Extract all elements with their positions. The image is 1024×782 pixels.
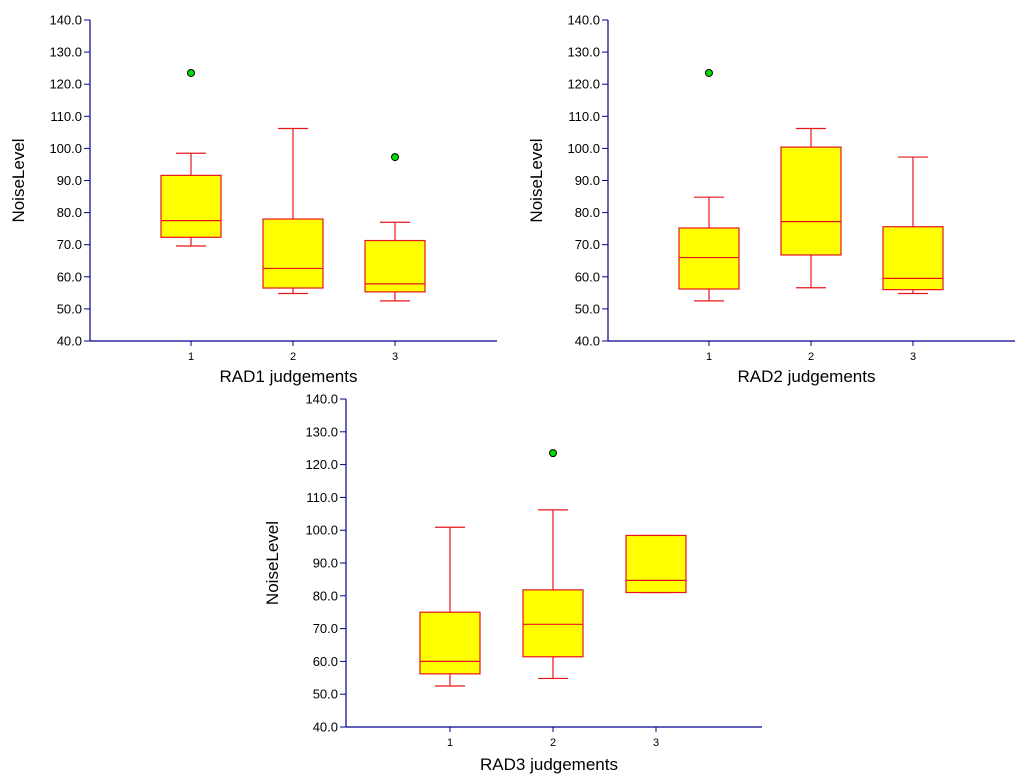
x-axis-title: RAD3 judgements — [480, 755, 618, 774]
y-tick-label: 40.0 — [313, 720, 338, 735]
box-iqr — [160, 174, 222, 238]
chart-panel-3: 40.0 50.0 60.0 70.0 80.0 90.0 100.0 110.0 120.0 1… — [263, 392, 762, 774]
y-tick-label: 70.0 — [57, 237, 82, 252]
x-tick-label: 3 — [392, 351, 398, 363]
y-tick-label: 70.0 — [575, 237, 600, 252]
y-tick-label: 140.0 — [49, 13, 82, 28]
y-tick-label: 100.0 — [49, 141, 82, 156]
y-tick-label: 60.0 — [57, 269, 82, 284]
x-axis-title: RAD1 judgements — [220, 367, 358, 386]
y-tick-label: 70.0 — [313, 621, 338, 636]
y-tick-label: 50.0 — [575, 301, 600, 316]
box-1 — [678, 68, 740, 302]
x-axis-title: RAD2 judgements — [738, 367, 876, 386]
box-2 — [522, 449, 584, 680]
y-tick-label: 130.0 — [567, 45, 600, 60]
box-3 — [882, 156, 944, 295]
y-tick-label: 120.0 — [305, 457, 338, 472]
y-tick-label: 120.0 — [49, 77, 82, 92]
x-tick-label: 2 — [808, 351, 814, 363]
y-tick-label: 80.0 — [313, 588, 338, 603]
box-iqr — [522, 589, 584, 658]
y-axis-title: NoiseLevel — [263, 521, 282, 605]
y-tick-label: 100.0 — [305, 523, 338, 538]
x-tick-label: 3 — [653, 737, 659, 749]
y-tick-label: 130.0 — [49, 45, 82, 60]
y-tick-label: 90.0 — [57, 173, 82, 188]
outlier-point — [187, 68, 195, 77]
y-tick-label: 140.0 — [305, 392, 338, 407]
outlier-point — [705, 68, 713, 77]
box-2 — [262, 127, 324, 295]
box-1 — [419, 526, 481, 687]
x-tick-label: 1 — [188, 351, 194, 363]
y-tick-label: 60.0 — [313, 654, 338, 669]
y-tick-label: 50.0 — [57, 301, 82, 316]
y-tick-label: 110.0 — [50, 109, 82, 124]
box-3 — [364, 153, 426, 302]
y-tick-label: 80.0 — [575, 205, 600, 220]
y-tick-label: 90.0 — [575, 173, 600, 188]
y-tick-label: 40.0 — [57, 334, 82, 349]
box-3 — [625, 534, 687, 594]
y-tick-label: 140.0 — [567, 13, 600, 28]
x-tick-label: 2 — [550, 737, 556, 749]
chart-panel-2: 40.0 50.0 60.0 70.0 80.0 90.0 100.0 110.0 120.0 1… — [527, 13, 1015, 386]
y-tick-label: 40.0 — [575, 334, 600, 349]
y-tick-label: 130.0 — [305, 424, 338, 439]
box-iqr — [625, 534, 687, 594]
chart-panel-1: 40.0 50.0 60.0 70.0 80.0 90.0 100.0 110.0 120.0 1… — [9, 13, 497, 386]
box-iqr — [882, 226, 944, 291]
box-iqr — [678, 227, 740, 290]
y-tick-label: 60.0 — [575, 269, 600, 284]
outlier-point — [549, 449, 557, 458]
y-tick-label: 50.0 — [313, 687, 338, 702]
box-1 — [160, 68, 222, 247]
x-tick-label: 1 — [706, 351, 712, 363]
box-2 — [780, 127, 842, 289]
box-iqr — [419, 611, 481, 675]
x-tick-label: 3 — [910, 351, 916, 363]
box-iqr — [780, 146, 842, 256]
y-tick-label: 120.0 — [567, 77, 600, 92]
x-tick-label: 1 — [447, 737, 453, 749]
y-tick-label: 110.0 — [568, 109, 600, 124]
y-tick-label: 80.0 — [57, 205, 82, 220]
y-axis-title: NoiseLevel — [527, 138, 546, 222]
y-tick-label: 100.0 — [567, 141, 600, 156]
outlier-point — [391, 153, 399, 162]
box-iqr — [262, 218, 324, 289]
y-tick-label: 90.0 — [313, 556, 338, 571]
x-tick-label: 2 — [290, 351, 296, 363]
y-axis-title: NoiseLevel — [9, 138, 28, 222]
y-tick-label: 110.0 — [306, 490, 338, 505]
